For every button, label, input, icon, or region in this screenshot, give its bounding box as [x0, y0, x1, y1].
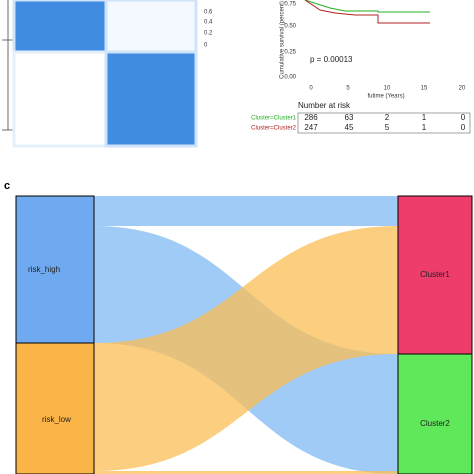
risk-cell: 63	[345, 113, 354, 122]
y-axis-label: Cumulative survival (percent)	[280, 1, 286, 79]
sankey: c risk_high risk_low Cluster1 Cluster2	[4, 180, 473, 474]
heat-block	[12, 0, 108, 54]
y-tick-label: 0.75	[284, 2, 296, 8]
risk-cell: 45	[345, 123, 354, 132]
heat-block	[12, 50, 108, 148]
node-label: risk_high	[28, 265, 60, 274]
x-tick-label: 0	[309, 86, 313, 92]
legend-tick: 0.4	[204, 20, 213, 26]
km-curve	[304, 0, 430, 13]
risk-row-name: Cluster=Cluster1	[251, 116, 297, 122]
x-axis-label: futime (Years)	[367, 94, 404, 100]
risk-cells: 286 63 2 1 0 247 45 5 1 0	[304, 113, 465, 132]
dendrogram	[2, 0, 14, 131]
risk-cell: 1	[422, 123, 427, 132]
node	[15, 342, 95, 474]
risk-cell: 5	[385, 123, 390, 132]
y-tick-label: 0.00	[284, 75, 296, 81]
heat-block	[104, 50, 198, 148]
risk-cell: 286	[304, 113, 318, 122]
flow	[94, 196, 398, 226]
heat-block	[104, 0, 198, 54]
legend-tick: 0.6	[204, 10, 213, 16]
x-tick-label: 5	[346, 86, 350, 92]
x-tick-label: 15	[421, 86, 428, 92]
node-label: Cluster1	[420, 270, 450, 279]
risk-cell: 0	[461, 123, 466, 132]
survival-plot: Cumulative survival (percent) 0.75 0.50 …	[251, 0, 471, 134]
node	[397, 195, 473, 355]
flow	[94, 226, 398, 471]
risk-cell: 1	[422, 113, 427, 122]
flow	[94, 471, 398, 474]
panel-label: c	[4, 180, 10, 192]
consensus-heatmap: 0.6 0.4 0.2 0	[2, 0, 213, 148]
legend-tick: 0	[204, 43, 208, 49]
node-label: Cluster2	[420, 419, 450, 428]
legend-tick: 0.2	[204, 31, 213, 37]
risk-table-box	[297, 112, 471, 134]
p-value: p = 0.00013	[310, 55, 353, 64]
risk-cell: 0	[461, 113, 466, 122]
y-tick-label: 0.50	[284, 24, 296, 30]
risk-cell: 2	[385, 113, 390, 122]
km-curve	[304, 0, 430, 24]
risk-row-name: Cluster=Cluster2	[251, 126, 297, 132]
risk-cell: 247	[304, 123, 318, 132]
node	[397, 353, 473, 474]
node-label: risk_low	[42, 415, 71, 424]
y-tick-label: 0.25	[284, 50, 296, 56]
x-tick-label: 20	[459, 86, 466, 92]
x-tick-label: 10	[384, 86, 391, 92]
risk-table-title: Number at risk	[298, 101, 351, 110]
